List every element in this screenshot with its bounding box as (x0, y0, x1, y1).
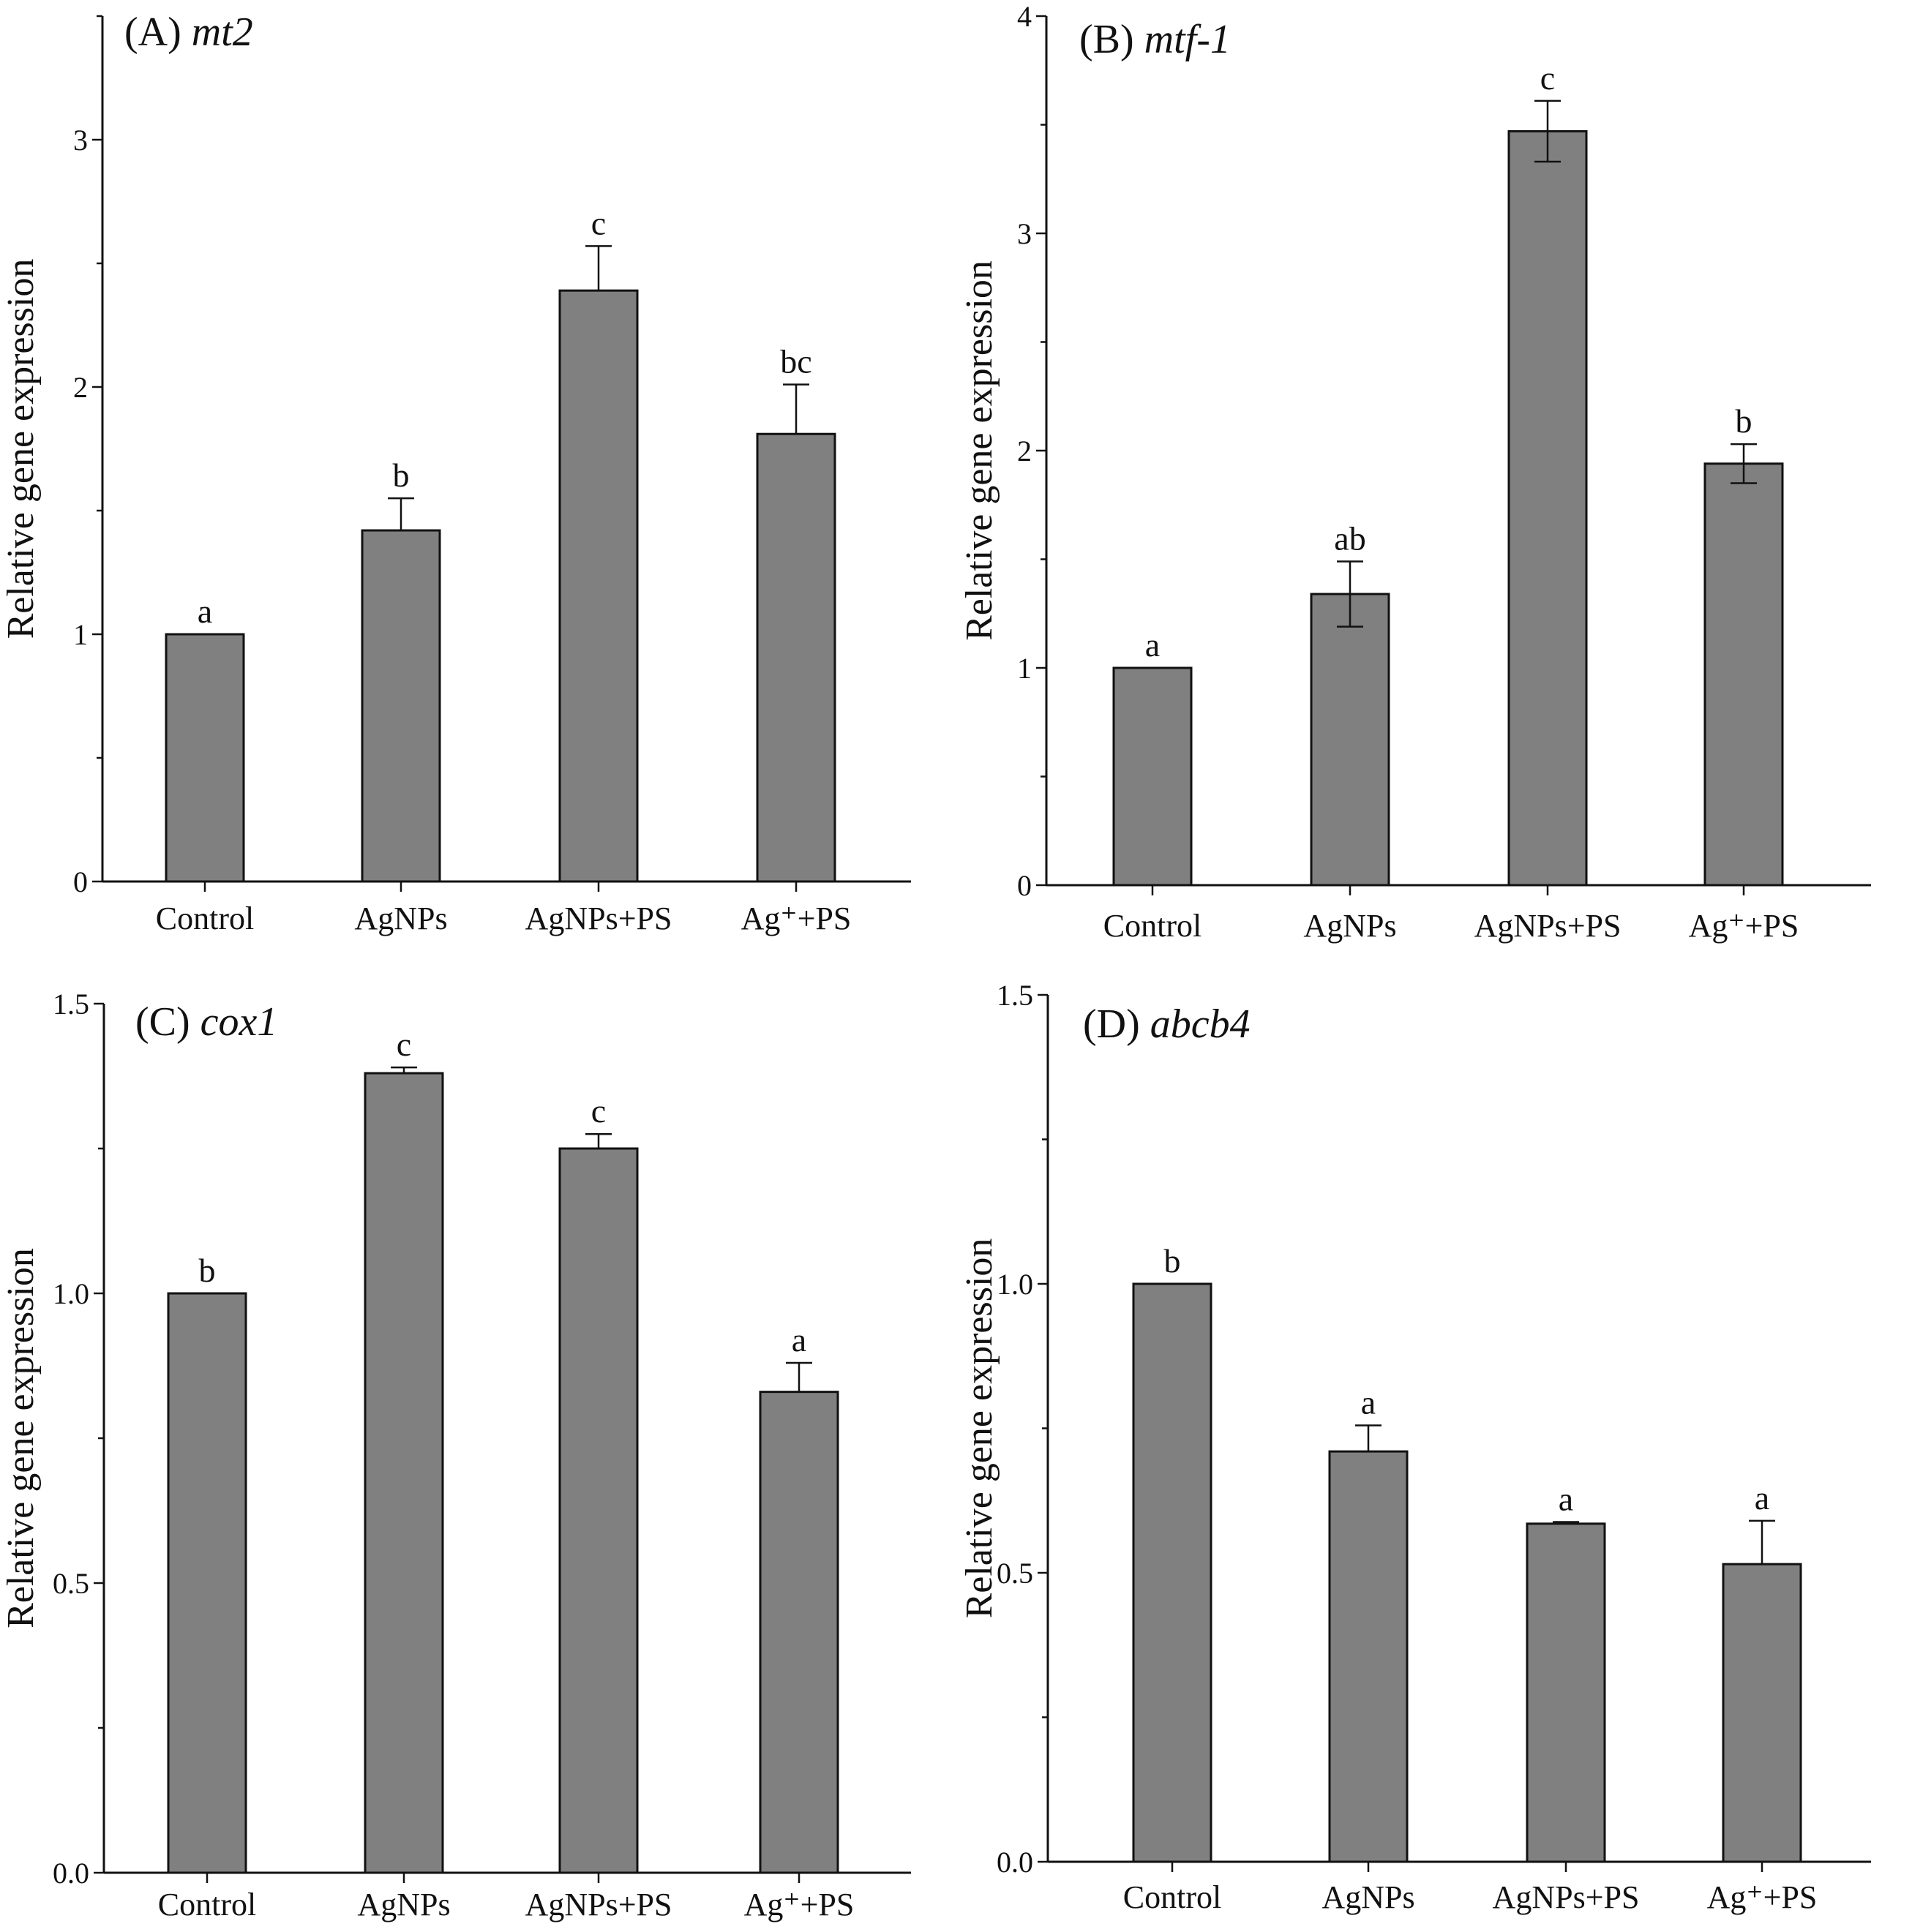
y-tick-label: 1 (1017, 652, 1032, 685)
significance-label: c (591, 1092, 606, 1129)
significance-label: b (393, 456, 410, 494)
error-bar-3 (1553, 1521, 1579, 1524)
significance-label: c (397, 1026, 411, 1063)
panel-gene: cox1 (200, 999, 278, 1045)
y-tick-label: 0.0 (53, 1857, 89, 1890)
panel-title: (A) mt2 (124, 10, 253, 55)
bar-1 (165, 633, 245, 883)
panel-gene: abcb4 (1150, 1001, 1251, 1047)
panel-mtf-1: a ab c b 0 1 2 3 4 Control AgNPs AgNPs+PS Ag⁺+PS Rela… (959, 0, 1871, 944)
bar-1 (1112, 666, 1193, 887)
category-label: AgNPs+PS (1474, 908, 1622, 944)
y-axis-label: Relative gene expression (0, 1248, 42, 1628)
y-tick-label: 2 (1017, 435, 1032, 467)
y-tick-label: 0.5 (997, 1557, 1033, 1590)
bar-4 (756, 432, 836, 883)
error-bar-3 (1534, 99, 1561, 163)
panel-gene: mt2 (192, 10, 253, 55)
category-label: Ag⁺+PS (744, 1887, 855, 1922)
y-axis-label: Relative gene expression (959, 260, 1000, 641)
y-tick-label: 0 (73, 865, 88, 898)
panel-title: (C) cox1 (135, 999, 277, 1045)
y-tick-label: 3 (73, 124, 88, 157)
category-label: Control (156, 901, 254, 936)
y-tick-label: 1.0 (53, 1277, 89, 1310)
y-tick-label: 4 (1017, 0, 1032, 33)
significance-label: a (1755, 1479, 1769, 1516)
y-tick-label: 0.0 (997, 1846, 1033, 1879)
category-label: Control (1103, 908, 1201, 944)
panel-gene: mtf-1 (1144, 17, 1231, 62)
bar-4 (1722, 1563, 1802, 1863)
significance-label: a (198, 593, 212, 630)
category-label: AgNPs (354, 901, 447, 936)
error-bar-2 (391, 1066, 417, 1074)
y-tick-label: 1.5 (997, 979, 1033, 1012)
y-tick-label: 0 (1017, 869, 1032, 902)
panel-cox1: b c c a 0.0 0.5 1.0 1.5 Control AgNPs AgNPs+PS Ag⁺+… (0, 988, 911, 1922)
category-label: AgNPs (357, 1887, 450, 1922)
bar-2 (361, 529, 441, 883)
y-axis-label: Relative gene expression (959, 1238, 1000, 1619)
significance-label: a (792, 1321, 806, 1358)
bar-3 (558, 289, 639, 883)
error-bar-4 (783, 383, 809, 435)
y-tick-label: 1.5 (53, 988, 89, 1020)
bar-1 (1132, 1282, 1212, 1863)
category-label: Ag⁺+PS (1707, 1879, 1818, 1915)
category-label: AgNPs+PS (1493, 1879, 1640, 1915)
bar-3 (1507, 129, 1588, 887)
bar-2 (1310, 593, 1390, 887)
category-label: AgNPs+PS (525, 1887, 672, 1922)
y-tick-label: 1.0 (997, 1268, 1033, 1301)
panel-letter: (B) (1079, 17, 1134, 62)
significance-label: c (591, 204, 606, 241)
category-label: Control (1123, 1879, 1221, 1915)
y-tick-label: 2 (73, 371, 88, 404)
bar-1 (167, 1292, 247, 1874)
category-label: AgNPs (1303, 908, 1396, 944)
y-tick-label: 3 (1017, 217, 1032, 250)
significance-label: b (199, 1252, 216, 1289)
bar-2 (364, 1072, 444, 1874)
error-bar-3 (585, 1132, 612, 1149)
error-bar-4 (1749, 1519, 1775, 1565)
bar-3 (1526, 1522, 1606, 1863)
category-label: AgNPs+PS (525, 901, 672, 936)
y-tick-label: 1 (73, 618, 88, 651)
significance-label: a (1559, 1480, 1573, 1517)
significance-label: a (1145, 626, 1160, 664)
category-label: AgNPs (1321, 1879, 1414, 1915)
error-bar-2 (1337, 560, 1363, 628)
error-bar-2 (388, 497, 414, 531)
significance-label: bc (780, 343, 811, 380)
panel-letter: (D) (1083, 1001, 1140, 1047)
panel-title: (D) abcb4 (1083, 1001, 1251, 1047)
category-label: Ag⁺+PS (1689, 908, 1799, 944)
error-bar-3 (585, 245, 612, 291)
significance-label: ab (1334, 519, 1365, 557)
category-label: Control (158, 1887, 256, 1922)
y-axis-label: Relative gene expression (0, 259, 42, 639)
significance-label: b (1164, 1242, 1181, 1279)
panel-abcb4: b a a a 0.0 0.5 1.0 1.5 Control AgNPs AgNPs+PS Ag⁺+… (959, 979, 1871, 1915)
significance-label: c (1540, 59, 1555, 97)
bar-2 (1328, 1450, 1409, 1863)
bar-3 (558, 1147, 639, 1874)
bar-4 (759, 1391, 839, 1874)
category-label: Ag⁺+PS (741, 901, 852, 936)
bar-4 (1703, 462, 1784, 887)
y-tick-label: 0.5 (53, 1567, 89, 1600)
panel-letter: (A) (124, 10, 181, 55)
significance-label: b (1736, 402, 1752, 440)
error-bar-4 (786, 1361, 812, 1392)
panel-title: (B) mtf-1 (1079, 17, 1231, 62)
panel-letter: (C) (135, 999, 190, 1045)
significance-label: a (1361, 1384, 1376, 1421)
error-bar-4 (1731, 443, 1757, 484)
error-bar-2 (1355, 1424, 1381, 1452)
